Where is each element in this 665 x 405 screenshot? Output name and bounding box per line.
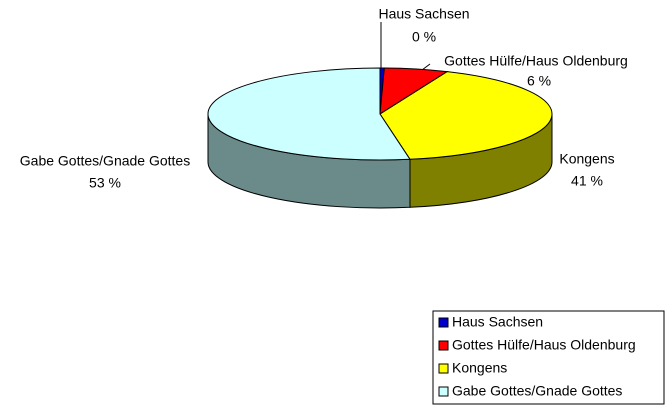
data-label-name: Gabe Gottes/Gnade Gottes (20, 153, 190, 169)
data-label-value: 6 % (527, 73, 551, 89)
legend-swatch (438, 340, 449, 351)
legend-swatch (438, 386, 449, 397)
legend-swatch (438, 363, 449, 374)
data-label-value: 0 % (412, 29, 436, 45)
legend-label: Haus Sachsen (452, 314, 543, 330)
legend-label: Gottes Hülfe/Haus Oldenburg (452, 337, 636, 353)
slice (379, 71, 553, 160)
data-label-name: Haus Sachsen (378, 6, 469, 22)
data-label-name: Kongens (559, 151, 614, 167)
slice (207, 67, 411, 161)
legend-swatch (438, 317, 449, 328)
legend-box (432, 310, 665, 405)
data-label-value: 41 % (571, 173, 603, 189)
legend-label: Gabe Gottes/Gnade Gottes (452, 383, 622, 399)
data-label-value: 53 % (89, 175, 121, 191)
data-label-name: Gottes Hülfe/Haus Oldenburg (444, 53, 628, 69)
legend-label: Kongens (452, 360, 507, 376)
